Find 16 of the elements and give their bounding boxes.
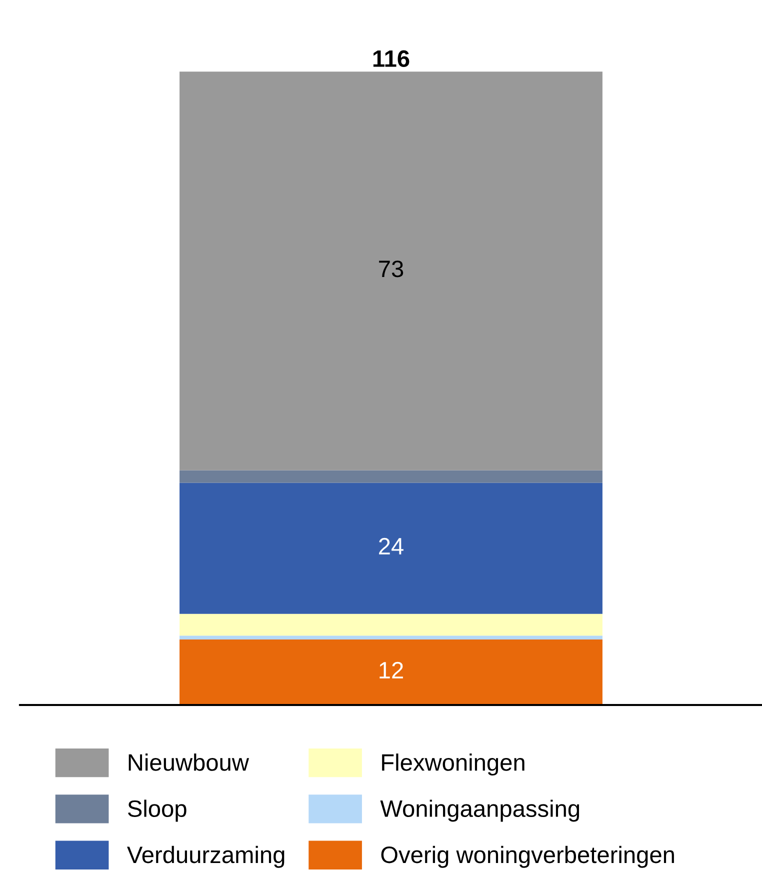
bar xyxy=(180,72,602,470)
legend-label: Overig woningverbeteringen xyxy=(381,846,674,868)
data-label: 12 xyxy=(380,662,403,678)
legend-label: Sloop xyxy=(128,800,186,822)
data-label: 24 xyxy=(379,538,404,554)
legend-label: Verduurzaming xyxy=(127,846,284,868)
bar xyxy=(180,636,602,640)
bar xyxy=(180,639,602,705)
bar xyxy=(180,470,602,483)
total-label: 116 xyxy=(373,50,410,67)
legend-label: Flexwoningen xyxy=(382,754,524,776)
legend-label: Woningaanpassing xyxy=(380,800,580,822)
data-label: 73 xyxy=(379,260,404,278)
bar xyxy=(180,614,602,636)
bar xyxy=(180,482,602,614)
legend-label: Nieuwbouw xyxy=(128,754,250,771)
